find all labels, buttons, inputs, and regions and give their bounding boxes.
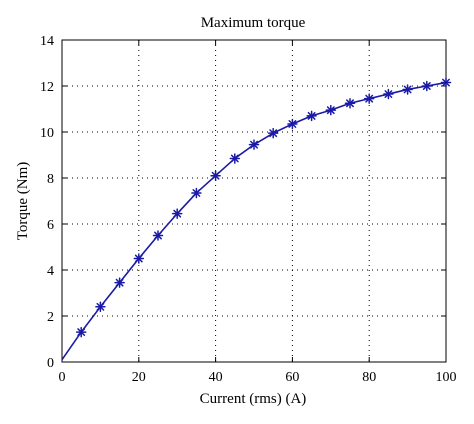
data-point-marker: [248, 139, 260, 150]
y-tick-label: 0: [47, 356, 54, 371]
marker-stroke: [442, 78, 450, 87]
data-point-marker: [363, 93, 375, 104]
data-point-marker: [325, 104, 337, 116]
x-tick-label: 40: [209, 370, 223, 385]
data-point-marker: [114, 277, 125, 288]
data-point-marker: [152, 230, 164, 241]
y-tick-label: 8: [47, 172, 54, 187]
data-point-marker: [383, 88, 394, 100]
axis-ticks: 0 20 40 60 80 100 0 2 4 6 8 10 12 14: [40, 34, 457, 385]
marker-stroke: [269, 129, 278, 138]
data-point-marker: [344, 98, 356, 109]
x-tick-label: 60: [285, 370, 299, 385]
data-point-marker: [402, 84, 413, 95]
marker-stroke: [192, 189, 201, 197]
x-tick-label: 0: [59, 370, 66, 385]
data-point-marker: [75, 326, 87, 338]
data-point-marker: [306, 110, 317, 122]
marker-stroke: [173, 209, 182, 218]
plot-area-frame: [61, 39, 447, 363]
y-tick-label: 4: [47, 264, 54, 279]
y-tick-label: 10: [40, 126, 54, 141]
data-series: [61, 81, 447, 361]
marker-stroke: [326, 106, 335, 115]
marker-stroke: [365, 94, 374, 103]
marker-stroke: [96, 302, 105, 311]
data-point-marker: [210, 170, 221, 181]
y-tick-label: 12: [40, 80, 54, 95]
y-tick-label: 14: [40, 34, 54, 49]
data-point-marker: [191, 187, 202, 199]
data-point-marker: [95, 301, 106, 313]
data-point-marker: [440, 77, 452, 88]
data-point-marker: [287, 118, 298, 130]
data-point-marker: [267, 127, 279, 139]
data-point-marker: [171, 208, 183, 219]
marker-stroke: [230, 154, 239, 163]
marker-stroke: [288, 120, 297, 128]
series-line: [61, 81, 447, 361]
marker-stroke: [422, 82, 431, 90]
marker-stroke: [115, 278, 124, 287]
marker-stroke: [346, 99, 354, 108]
data-point-marker: [229, 153, 241, 164]
marker-stroke: [154, 231, 162, 240]
marker-stroke: [134, 254, 143, 263]
marker-stroke: [307, 111, 316, 120]
x-axis-title: Current (rms) (A): [200, 391, 307, 407]
x-tick-label: 100: [436, 370, 457, 385]
x-tick-label: 20: [132, 370, 146, 385]
marker-stroke: [211, 171, 220, 180]
grid-lines: [62, 40, 446, 362]
chart-title: Maximum torque: [201, 15, 306, 31]
y-tick-label: 6: [47, 218, 54, 233]
y-axis-title: Torque (Nm): [15, 162, 31, 241]
data-point-marker: [133, 253, 145, 264]
marker-stroke: [403, 85, 412, 94]
marker-stroke: [250, 140, 258, 149]
y-tick-label: 2: [47, 310, 54, 325]
marker-stroke: [384, 90, 393, 98]
data-point-marker: [421, 80, 433, 92]
x-tick-label: 80: [362, 370, 376, 385]
data-markers: [75, 77, 452, 338]
marker-stroke: [77, 328, 86, 337]
